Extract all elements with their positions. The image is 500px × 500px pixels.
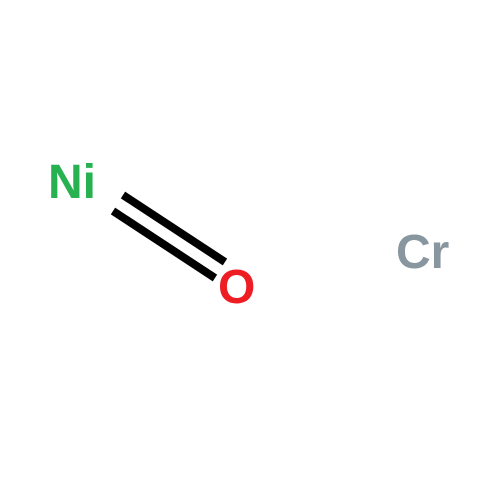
- atom-chromium: Cr: [396, 225, 449, 280]
- atom-nickel: Ni: [48, 155, 96, 210]
- atom-oxygen: O: [218, 260, 255, 315]
